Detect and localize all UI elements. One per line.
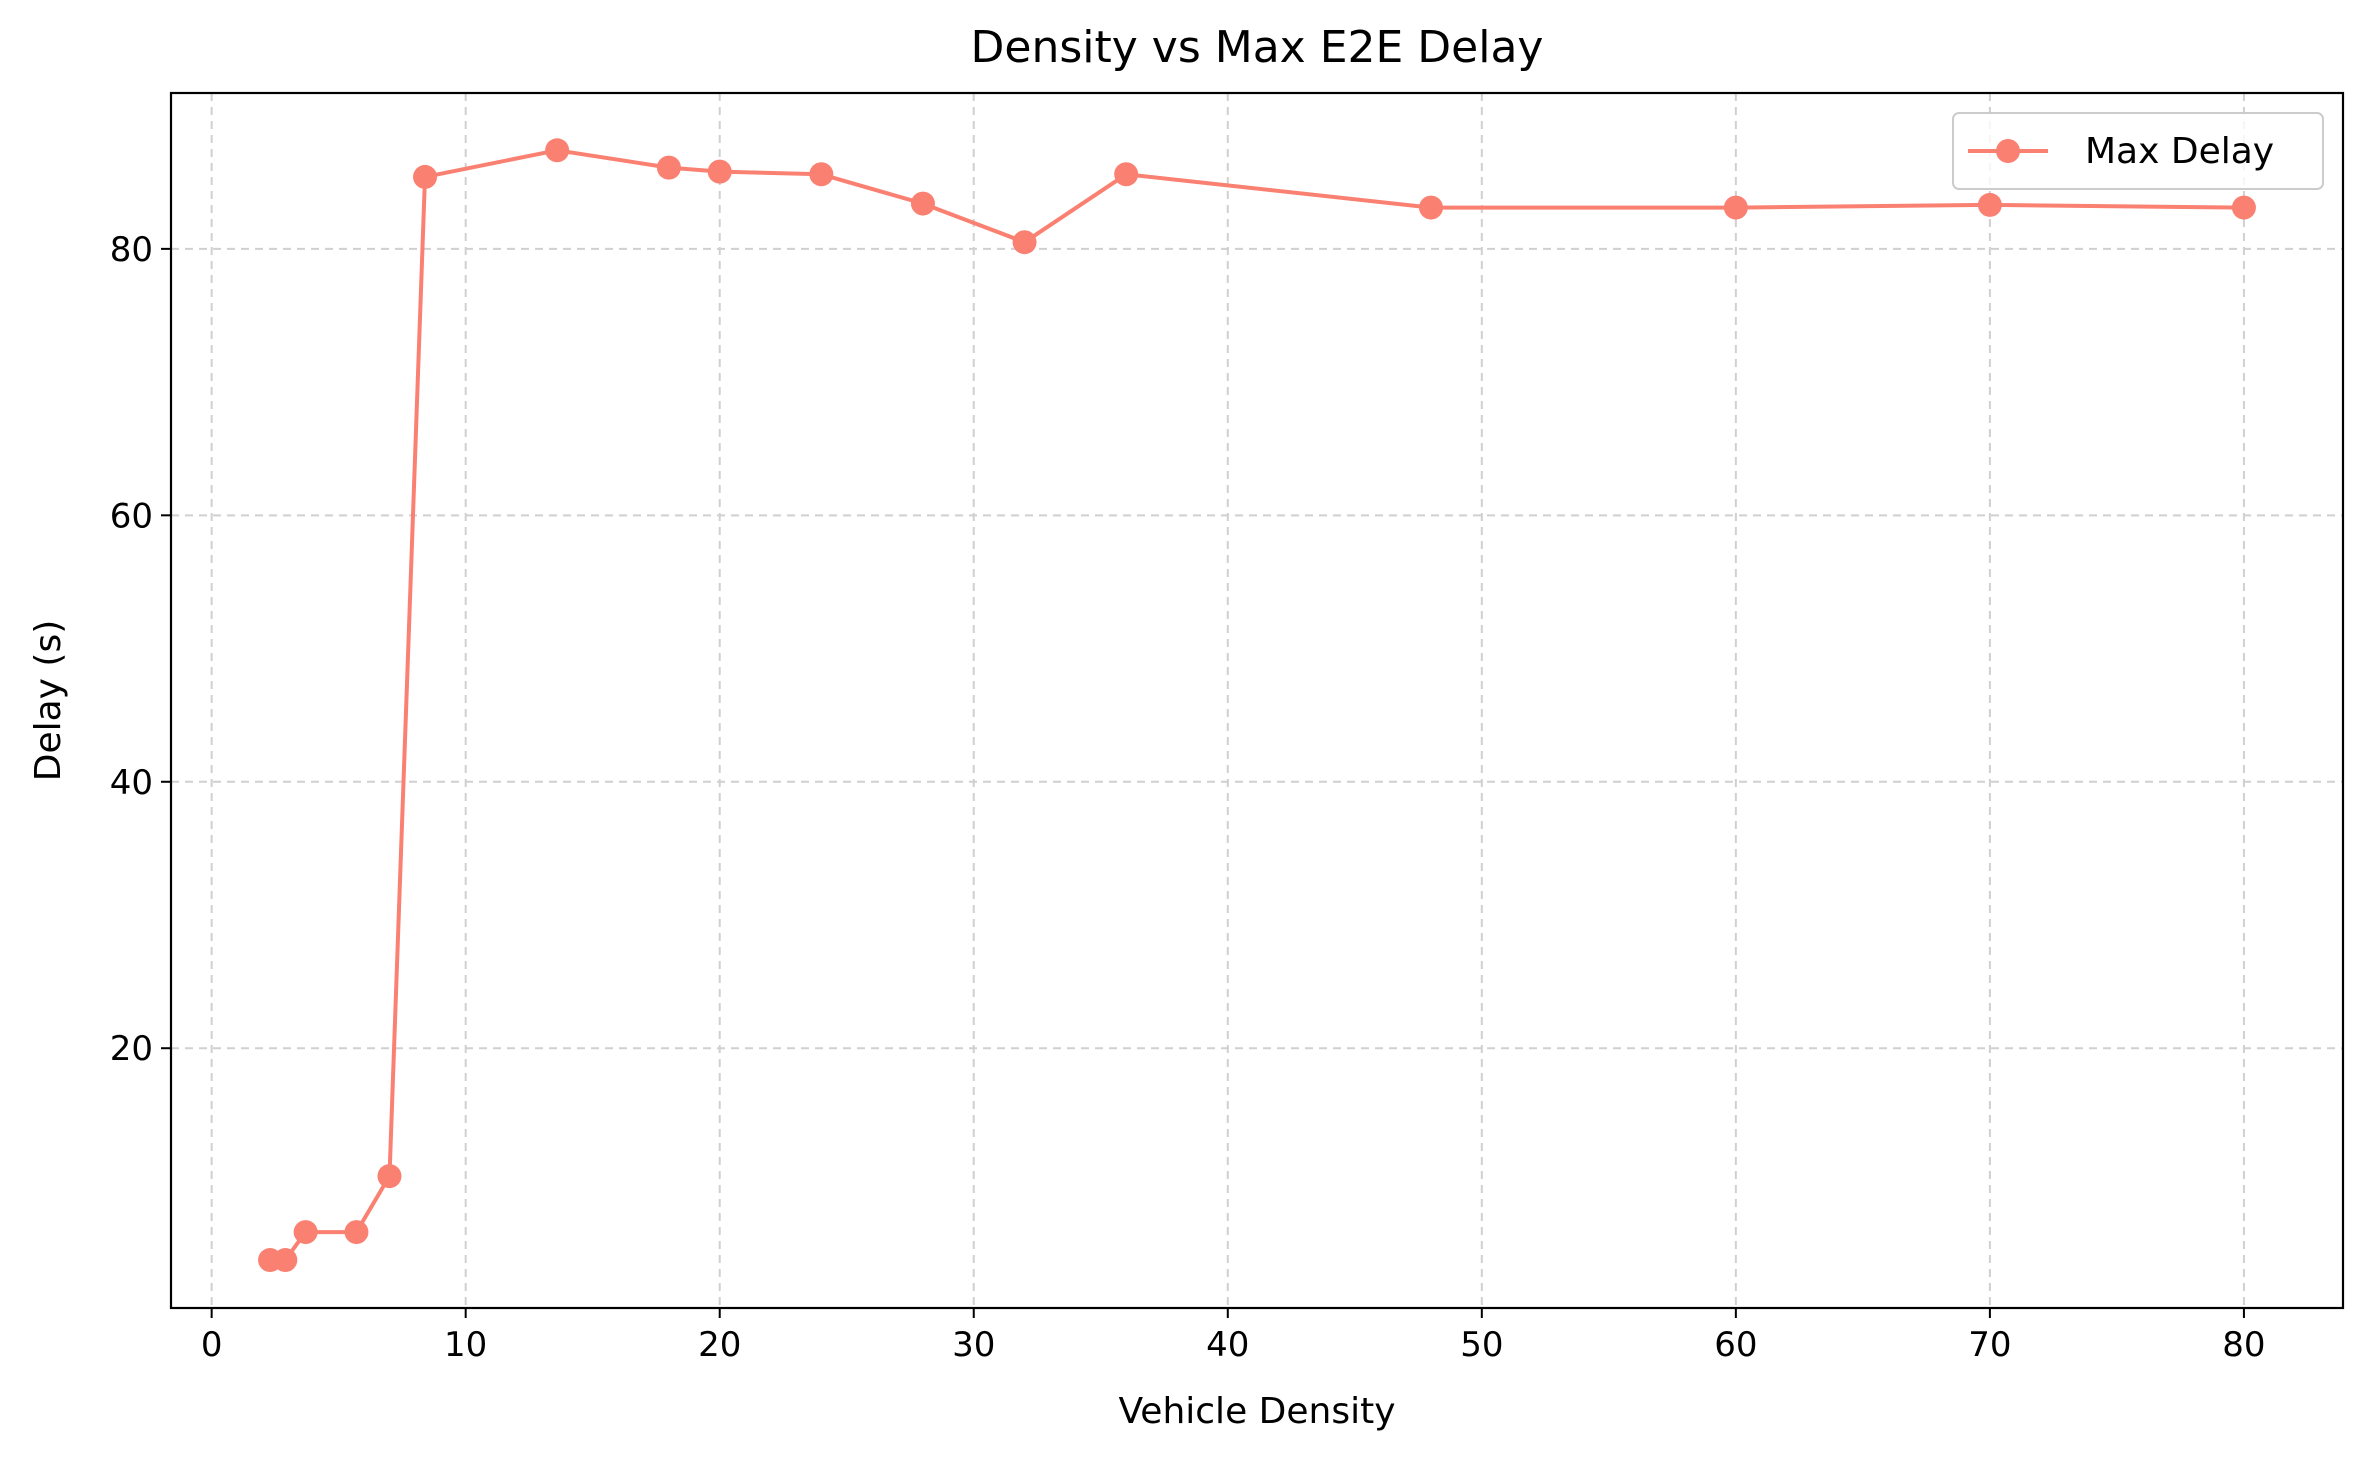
data-point bbox=[273, 1248, 298, 1273]
y-axis-label: Delay (s) bbox=[28, 620, 69, 782]
x-tick-label: 20 bbox=[698, 1325, 741, 1365]
y-tick-label: 40 bbox=[110, 763, 153, 803]
y-tick-label: 80 bbox=[110, 230, 153, 270]
data-point bbox=[545, 138, 570, 163]
legend-box bbox=[1952, 112, 2324, 190]
x-tick-label: 60 bbox=[1714, 1325, 1757, 1365]
data-point bbox=[1012, 230, 1037, 255]
data-point bbox=[910, 191, 935, 216]
data-point bbox=[413, 164, 438, 189]
legend-label: Max Delay bbox=[2085, 131, 2274, 172]
x-tick-label: 80 bbox=[2222, 1325, 2265, 1365]
data-point bbox=[707, 159, 732, 184]
grid-lines bbox=[171, 93, 2343, 1308]
x-tick-label: 50 bbox=[1460, 1325, 1503, 1365]
legend-dot-marker bbox=[1996, 139, 2020, 163]
y-tick-label: 60 bbox=[110, 496, 153, 536]
data-point bbox=[809, 162, 834, 187]
plot-frame bbox=[169, 91, 2345, 1310]
x-tick-label: 0 bbox=[201, 1325, 223, 1365]
data-point bbox=[1723, 195, 1748, 220]
y-tick-label: 20 bbox=[110, 1029, 153, 1069]
x-axis-label: Vehicle Density bbox=[1118, 1391, 1395, 1432]
series-layer bbox=[258, 138, 2256, 1273]
chart-title: Density vs Max E2E Delay bbox=[971, 22, 1544, 73]
data-point bbox=[1977, 192, 2002, 217]
axis-ticks: 0 10 20 30 40 50 60 70 80 20 40 60 80 bbox=[110, 230, 2266, 1365]
data-point bbox=[1114, 162, 1139, 187]
data-point bbox=[656, 155, 681, 180]
legend: Max Delay bbox=[1952, 112, 2324, 190]
data-point bbox=[2231, 195, 2256, 220]
data-point bbox=[1419, 195, 1444, 220]
data-point bbox=[293, 1220, 318, 1245]
data-point bbox=[377, 1164, 402, 1189]
x-tick-label: 10 bbox=[444, 1325, 487, 1365]
data-point bbox=[344, 1220, 369, 1245]
x-tick-label: 70 bbox=[1968, 1325, 2011, 1365]
x-tick-label: 30 bbox=[952, 1325, 995, 1365]
x-tick-label: 40 bbox=[1206, 1325, 1249, 1365]
